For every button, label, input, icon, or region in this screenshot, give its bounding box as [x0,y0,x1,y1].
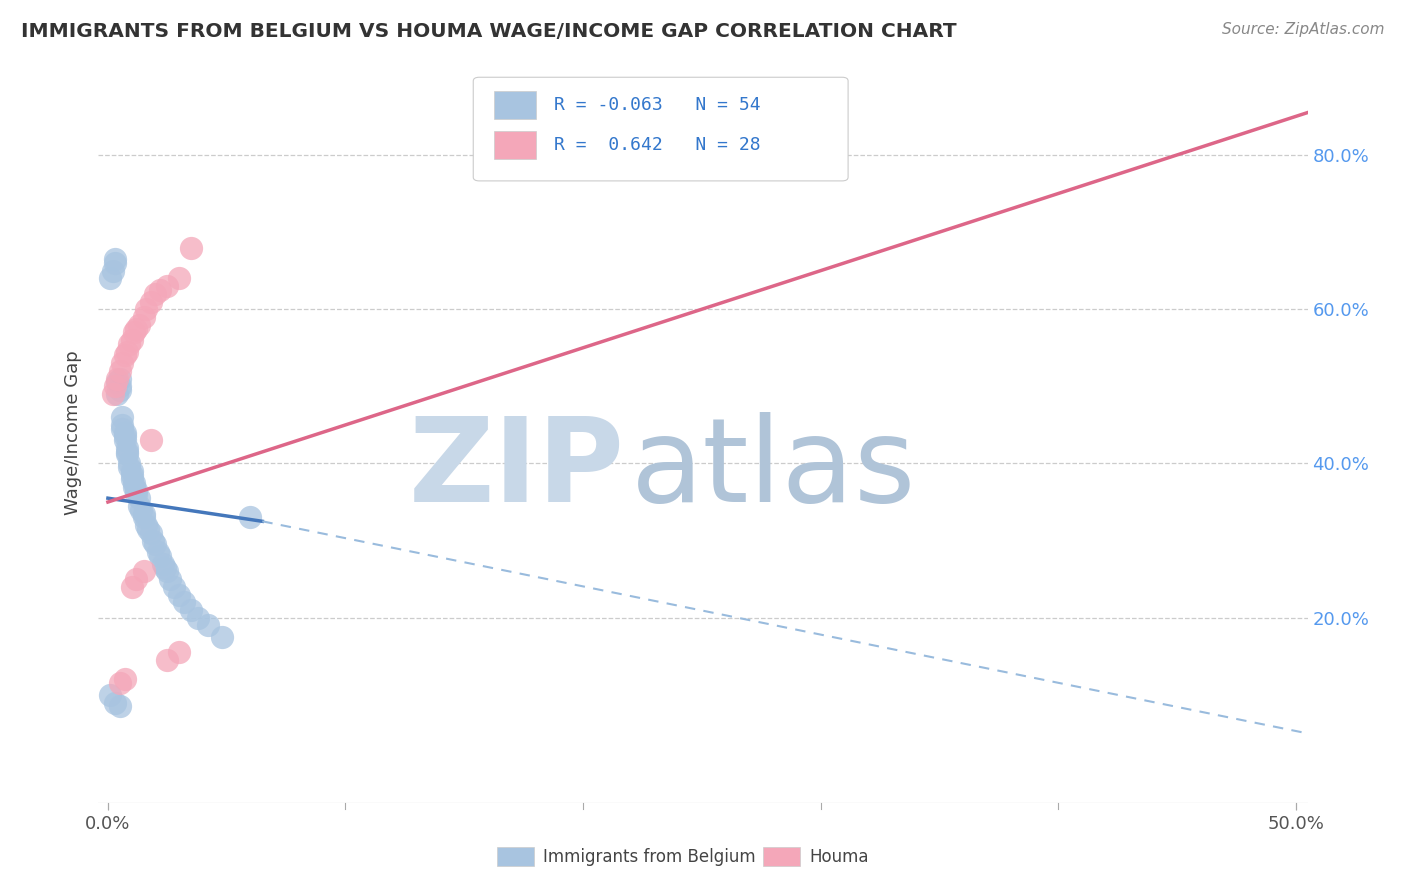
Text: Houma: Houma [810,848,869,866]
Point [114,349,136,363]
Point [118,337,141,351]
Point [108,699,131,714]
Text: ZIP: ZIP [408,412,624,527]
Point [104,252,127,266]
FancyBboxPatch shape [474,78,848,181]
Point [153,560,176,574]
Point [121,472,143,486]
Point [145,286,167,301]
Point [142,533,165,548]
Point [125,483,148,498]
Point [115,447,138,461]
Point [98,271,121,285]
Point [132,310,155,324]
Point [115,441,138,455]
Point [107,387,129,401]
Point [111,356,134,370]
Text: IMMIGRANTS FROM BELGIUM VS HOUMA WAGE/INCOME GAP CORRELATION CHART: IMMIGRANTS FROM BELGIUM VS HOUMA WAGE/IN… [21,22,956,41]
Point [101,387,124,401]
Point [187,611,209,625]
Text: R =  0.642   N = 28: R = 0.642 N = 28 [554,136,761,153]
Point [167,645,190,659]
Point [167,588,190,602]
Point [197,618,219,632]
Text: Source: ZipAtlas.com: Source: ZipAtlas.com [1222,22,1385,37]
Point [114,434,136,448]
Y-axis label: Wage/Income Gap: Wage/Income Gap [65,351,83,515]
Point [149,549,172,563]
Point [101,263,124,277]
Point [121,333,143,347]
Point [108,676,131,690]
Point [145,537,167,551]
Text: R = -0.063   N = 54: R = -0.063 N = 54 [554,96,761,114]
Point [152,557,174,571]
Point [211,630,233,644]
Point [128,499,150,513]
Point [167,271,190,285]
Point [114,425,136,440]
Bar [494,130,536,159]
Bar [498,847,534,866]
Point [114,673,136,687]
Point [136,522,159,536]
Point [114,429,136,443]
Point [156,653,179,667]
Point [139,294,162,309]
Point [108,364,131,378]
Bar [763,847,800,866]
Point [122,480,145,494]
Point [132,565,155,579]
Point [121,468,143,483]
Point [98,688,121,702]
Point [125,487,148,501]
Point [104,379,127,393]
Point [104,256,127,270]
Bar [494,91,536,120]
Point [139,525,162,540]
Point [135,302,157,317]
Point [118,460,141,475]
Point [128,318,150,332]
Point [122,326,145,340]
Point [108,383,131,397]
Point [115,445,138,459]
Point [239,510,262,524]
Point [121,464,143,478]
Point [108,371,131,385]
Point [125,572,148,586]
Point [156,279,179,293]
Text: atlas: atlas [630,412,915,527]
Point [121,580,143,594]
Point [107,376,129,390]
Point [122,475,145,490]
Point [132,507,155,521]
Point [156,565,179,579]
Point [180,240,202,255]
Point [128,491,150,505]
Point [139,434,162,448]
Point [173,595,195,609]
Point [129,502,152,516]
Point [132,510,155,524]
Point [163,580,186,594]
Point [135,518,157,533]
Point [146,545,169,559]
Point [115,344,138,359]
Point [118,457,141,471]
Point [159,572,181,586]
Point [108,379,131,393]
Point [125,321,148,335]
Point [111,417,134,432]
Point [180,603,202,617]
Point [149,283,172,297]
Point [107,371,129,385]
Text: Immigrants from Belgium: Immigrants from Belgium [543,848,756,866]
Point [111,422,134,436]
Point [111,410,134,425]
Point [104,696,127,710]
